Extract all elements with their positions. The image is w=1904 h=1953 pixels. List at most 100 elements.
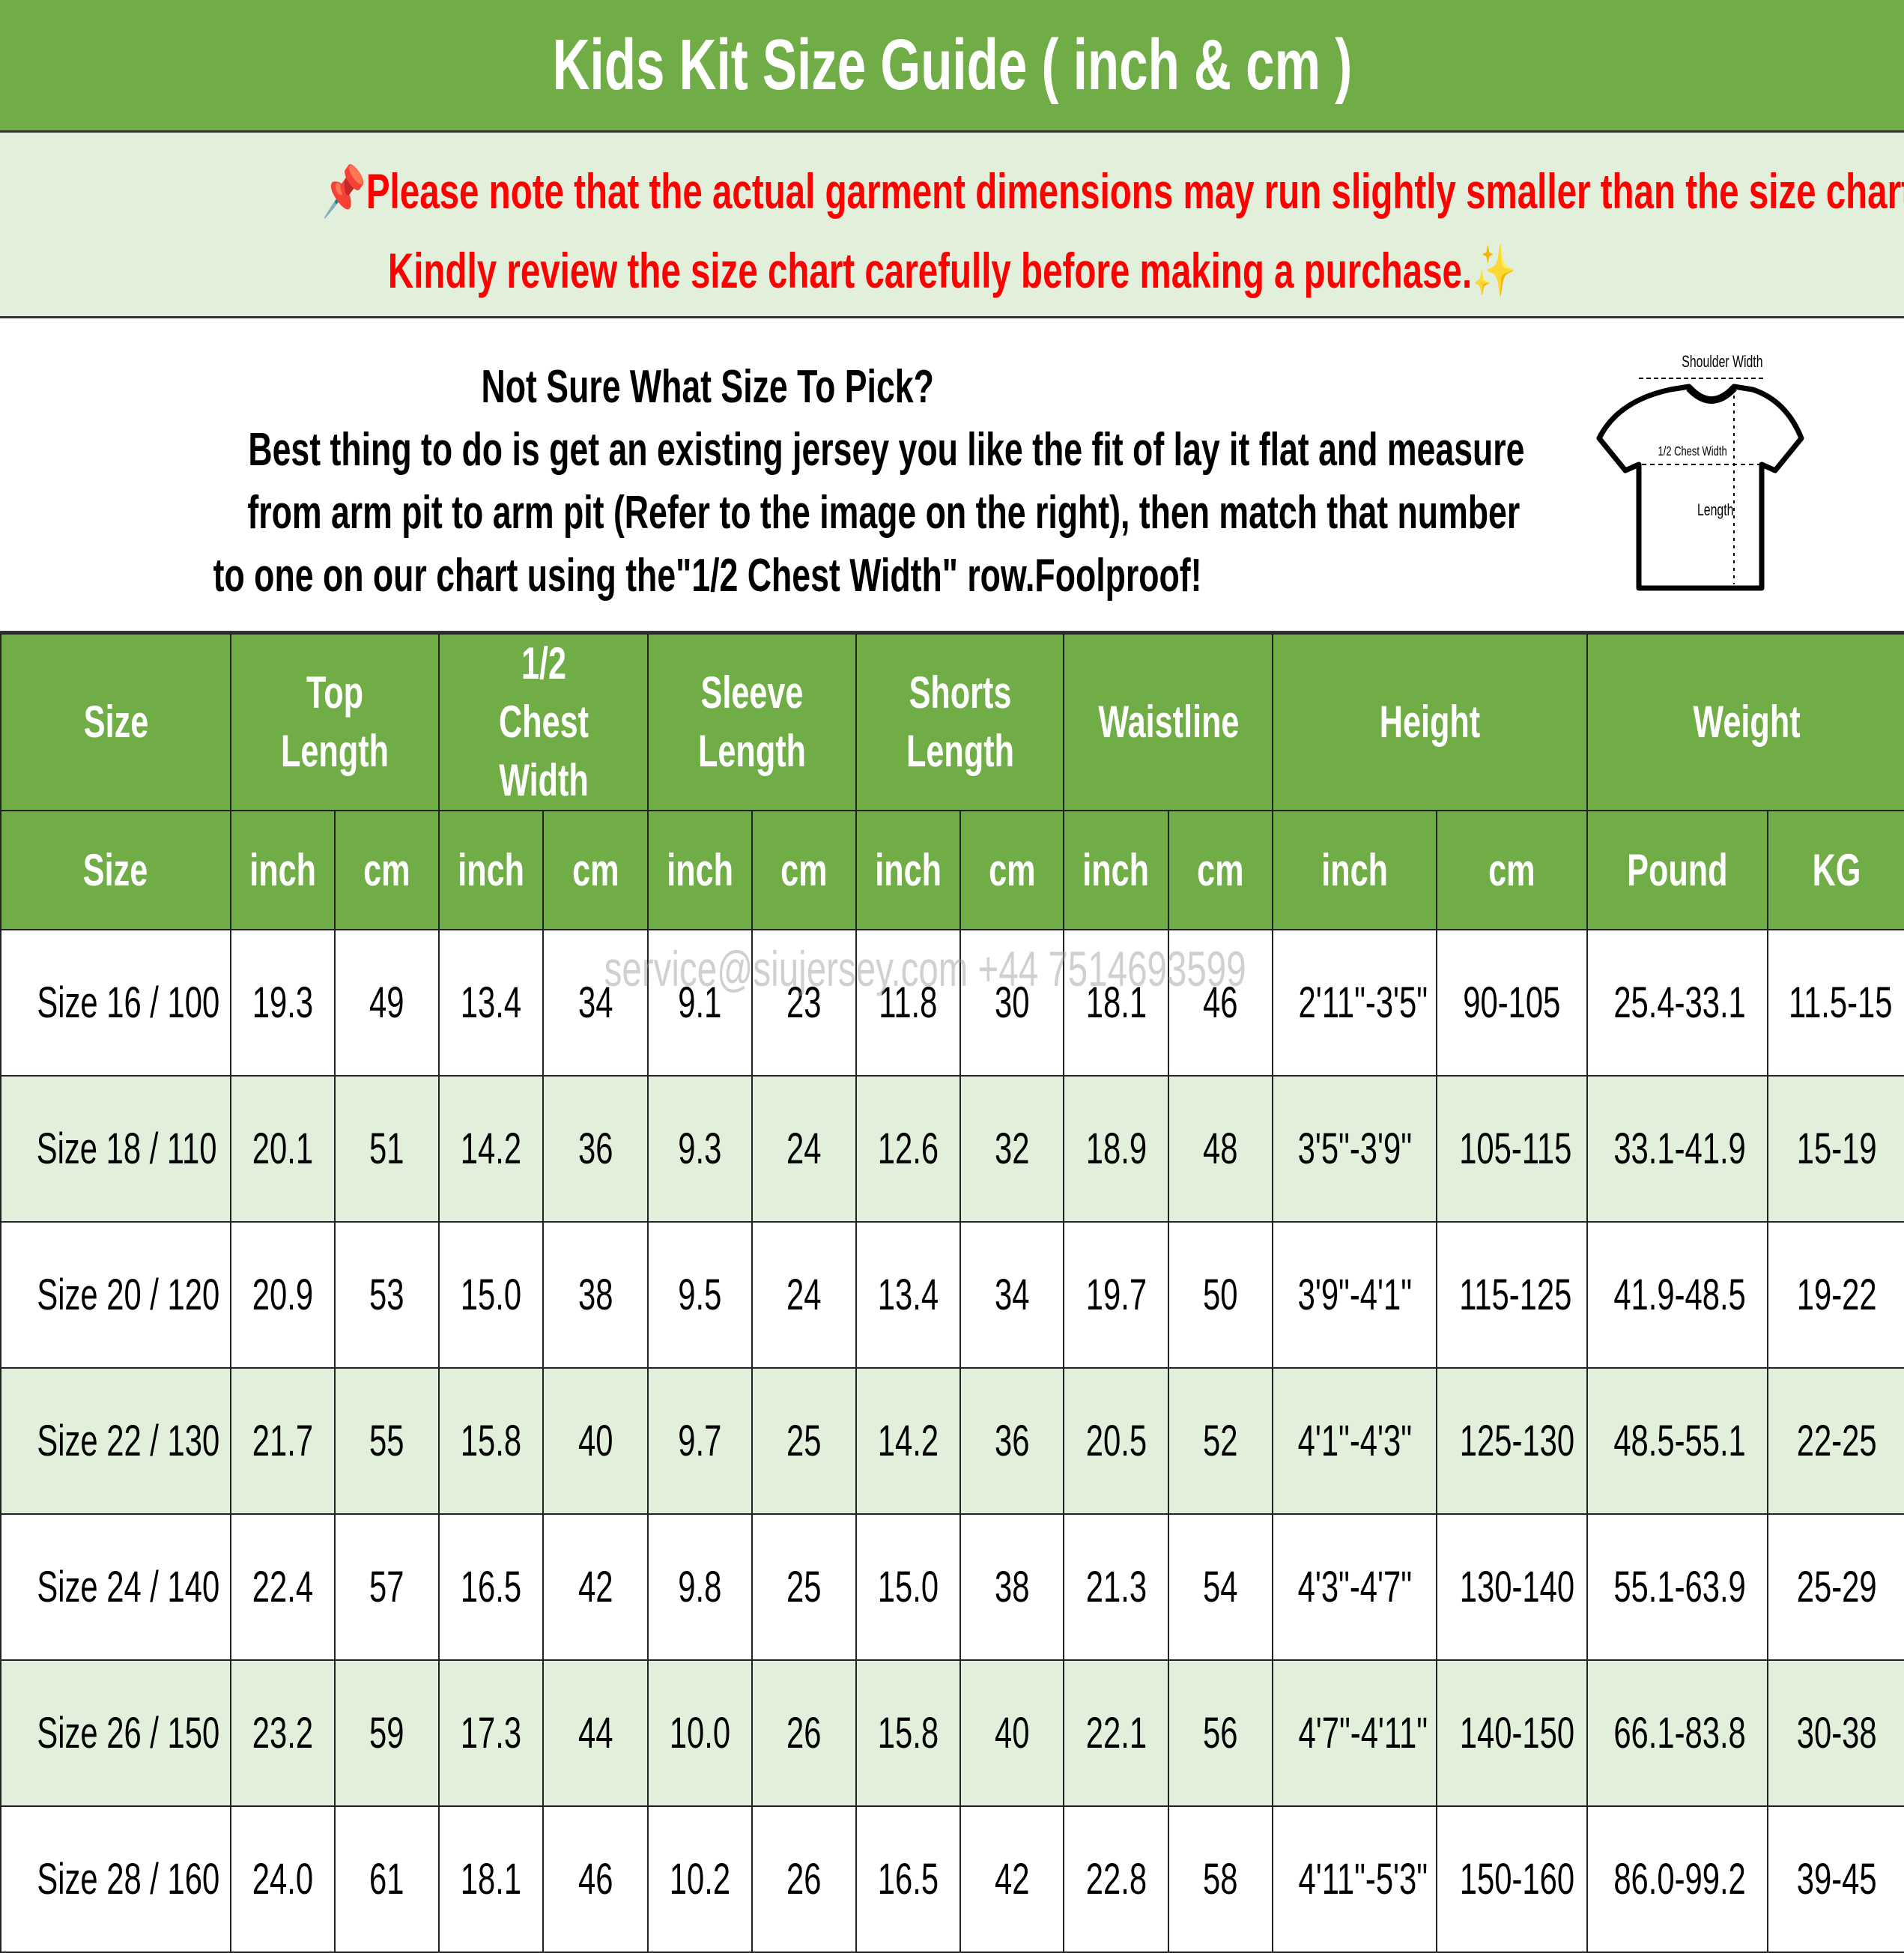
size-label-cell: Size 20 / 120 [0,1221,231,1369]
table-cell: 10.2 [647,1805,753,1953]
size-label-cell: Size 24 / 140 [0,1513,231,1661]
table-cell: 105-115 [1436,1075,1588,1223]
intro-line: from arm pit to arm pit (Refer to the im… [247,487,1521,539]
size-label-cell: Size 18 / 110 [0,1075,231,1223]
table-cell: 15.8 [438,1367,544,1515]
table-cell: 36 [959,1367,1064,1515]
table-cell: 4'7"-4'11" [1272,1659,1437,1807]
unit-header: inch [438,810,544,930]
table-cell: 90-105 [1436,929,1588,1077]
table-cell: 150-160 [1436,1805,1588,1953]
table-cell: 9.1 [647,929,753,1077]
intro-line: Best thing to do is get an existing jers… [248,424,1525,476]
table-cell: 25-29 [1767,1513,1904,1661]
column-group-header: Weight [1586,633,1904,811]
column-group-header: Sleeve Length [647,633,857,811]
unit-header: cm [1168,810,1273,930]
unit-header: inch [230,810,336,930]
intro-line: to one on our chart using the"1/2 Chest … [213,550,1202,602]
page-title: Kids Kit Size Guide ( inch & cm ) [0,0,1904,133]
chest-width-label: 1/2 Chest Width [1658,444,1727,459]
size-table: Size Top Length 1/2 Chest Width Sleeve Leng… [0,633,1904,1953]
table-cell: 59 [334,1659,440,1807]
size-label-cell: Size 22 / 130 [0,1367,231,1515]
table-cell: 18.1 [438,1805,544,1953]
table-cell: 56 [1168,1659,1273,1807]
pushpin-icon: 📌 [321,163,366,219]
table-cell: 14.2 [855,1367,961,1515]
table-cell: 20.1 [230,1075,336,1223]
table-cell: 42 [542,1513,649,1661]
table-cell: 24 [751,1221,857,1369]
unit-header: KG [1767,810,1904,930]
sparkles-icon: ✨ [1472,243,1517,298]
table-cell: 55 [334,1367,440,1515]
table-row: Size 28 / 160 24.0 61 18.1 46 10.2 26 16.5 42 22.… [0,1805,1904,1953]
notice-line-1: 📌Please note that the actual garment dim… [321,163,1904,219]
unit-header: inch [647,810,753,930]
table-cell: 11.8 [855,929,961,1077]
table-cell: 16.5 [438,1513,544,1661]
column-group-header: Shorts Length [855,633,1064,811]
table-cell: 3'9"-4'1" [1272,1221,1437,1369]
table-cell: 15-19 [1767,1075,1904,1223]
table-cell: 19.3 [230,929,336,1077]
unit-header: inch [1272,810,1437,930]
table-cell: 3'5"-3'9" [1272,1075,1437,1223]
table-cell: 48.5-55.1 [1586,1367,1768,1515]
table-cell: 4'1"-4'3" [1272,1367,1437,1515]
table-cell: 10.0 [647,1659,753,1807]
unit-header: inch [1063,810,1169,930]
table-row: Size 20 / 120 20.9 53 15.0 38 9.5 24 13.4 34 19.7… [0,1221,1904,1369]
table-cell: 16.5 [855,1805,961,1953]
table-row: Size 24 / 140 22.4 57 16.5 42 9.8 25 15.0 38 21.3… [0,1513,1904,1661]
table-cell: 25 [751,1367,857,1515]
shoulder-width-label: Shoulder Width [1682,354,1762,372]
table-cell: 25.4-33.1 [1586,929,1768,1077]
column-group-header: Size [0,633,231,811]
table-cell: 9.8 [647,1513,753,1661]
table-cell: 38 [959,1513,1064,1661]
table-cell: 15.0 [438,1221,544,1369]
size-label-cell: Size 16 / 100 [0,929,231,1077]
unit-header: cm [334,810,440,930]
table-cell: 39-45 [1767,1805,1904,1953]
table-cell: 4'11"-5'3" [1272,1805,1437,1953]
table-cell: 26 [751,1659,857,1807]
column-group-header: 1/2 Chest Width [438,633,649,811]
table-cell: 42 [959,1805,1064,1953]
table-cell: 4'3"-4'7" [1272,1513,1437,1661]
table-cell: 34 [959,1221,1064,1369]
column-group-header: Height [1272,633,1588,811]
table-cell: 23.2 [230,1659,336,1807]
table-cell: 50 [1168,1221,1273,1369]
table-cell: 18.1 [1063,929,1169,1077]
table-cell: 49 [334,929,440,1077]
table-cell: 54 [1168,1513,1273,1661]
table-cell: 66.1-83.8 [1586,1659,1768,1807]
table-cell: 24.0 [230,1805,336,1953]
table-cell: 26 [751,1805,857,1953]
table-cell: 40 [542,1367,649,1515]
table-cell: 24 [751,1075,857,1223]
table-cell: 46 [1168,929,1273,1077]
table-cell: 19-22 [1767,1221,1904,1369]
table-cell: 125-130 [1436,1367,1588,1515]
table-cell: 15.0 [855,1513,961,1661]
table-cell: 40 [959,1659,1064,1807]
table-cell: 36 [542,1075,649,1223]
table-cell: 14.2 [438,1075,544,1223]
table-cell: 41.9-48.5 [1586,1221,1768,1369]
table-cell: 12.6 [855,1075,961,1223]
unit-header: Size [0,810,231,930]
table-cell: 9.3 [647,1075,753,1223]
unit-header: cm [542,810,649,930]
table-cell: 115-125 [1436,1221,1588,1369]
table-cell: 20.9 [230,1221,336,1369]
notice-line-2: Kindly review the size chart carefully b… [387,243,1517,298]
table-cell: 34 [542,929,649,1077]
table-cell: 53 [334,1221,440,1369]
table-cell: 22.4 [230,1513,336,1661]
table-cell: 19.7 [1063,1221,1169,1369]
table-cell: 46 [542,1805,649,1953]
